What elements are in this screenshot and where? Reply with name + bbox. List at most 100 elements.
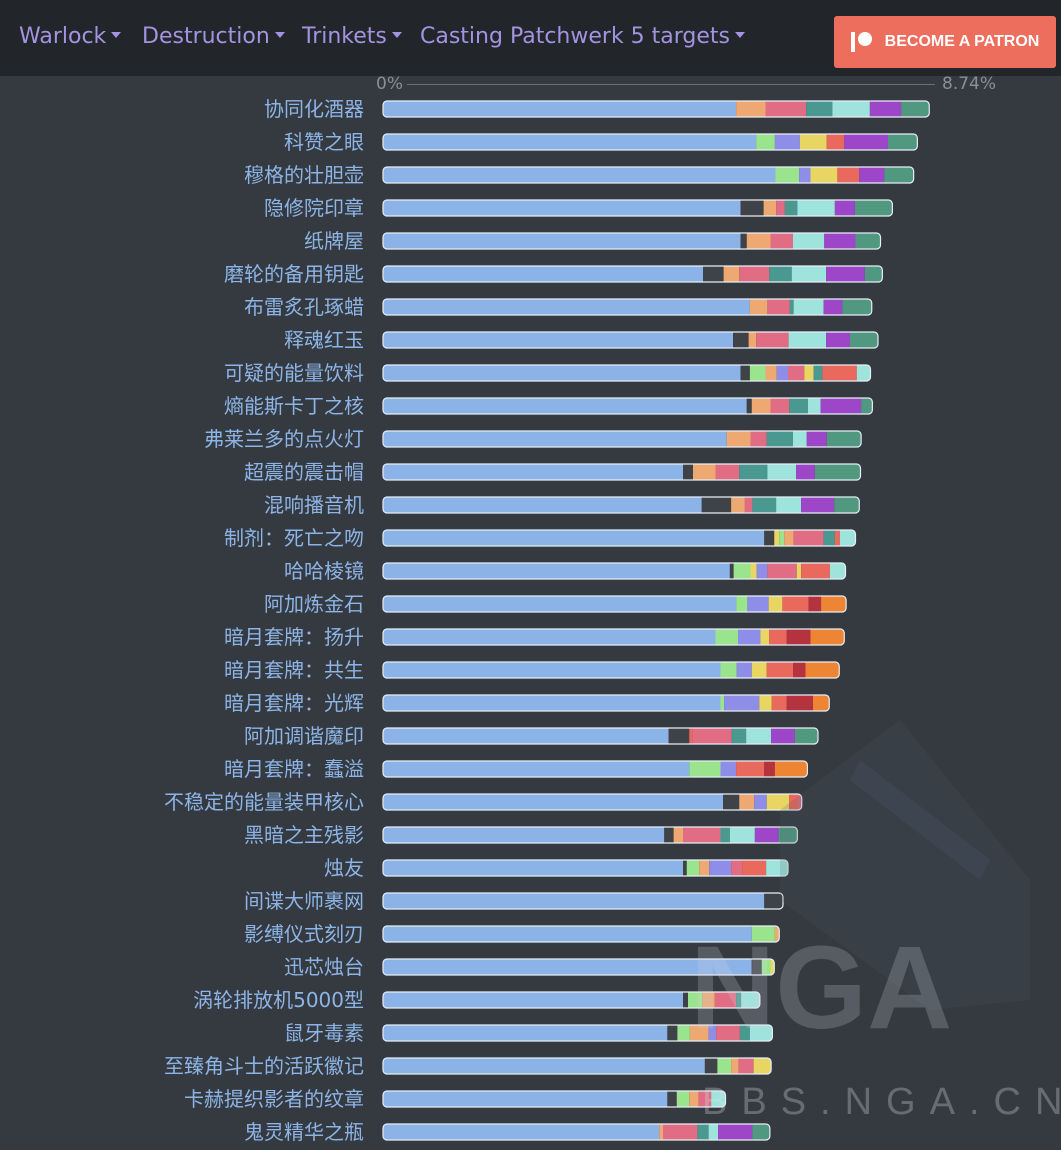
bar-segment-aqua[interactable] — [797, 200, 835, 216]
bar-segment-teal[interactable] — [720, 827, 730, 843]
bar-segment-yellow[interactable] — [760, 629, 770, 645]
bar-segment-green[interactable] — [861, 398, 873, 414]
bar-row[interactable]: 科赞之眼 — [284, 130, 918, 154]
bar-segment-base[interactable] — [383, 563, 730, 579]
bar-segment-teal[interactable] — [789, 299, 794, 315]
bar-segment-lightgreen[interactable] — [761, 959, 771, 975]
bar-segment-pink[interactable] — [744, 497, 753, 513]
bar-segment-lavender[interactable] — [756, 563, 768, 579]
bar-segment-orange[interactable] — [736, 101, 766, 117]
bar-row[interactable]: 隐修院印章 — [264, 196, 893, 220]
spec-dropdown[interactable]: Destruction — [142, 22, 285, 52]
bar-row[interactable]: 熵能斯卡丁之核 — [224, 394, 873, 418]
bar-row[interactable]: 弗莱兰多的点火灯 — [204, 427, 862, 451]
bar-segment-dark[interactable] — [733, 332, 749, 348]
bar-segment-orange[interactable] — [723, 266, 740, 282]
bar-segment-yellow[interactable] — [750, 563, 757, 579]
bar-segment-yellow[interactable] — [810, 167, 838, 183]
bar-segment-coral[interactable] — [769, 629, 787, 645]
bar-segment-base[interactable] — [383, 926, 752, 942]
bar-segment-aqua[interactable] — [741, 992, 760, 1008]
bar-segment-pink[interactable] — [776, 200, 785, 216]
bar-segment-orange[interactable] — [689, 1025, 709, 1041]
bar-segment-purple[interactable] — [796, 464, 815, 480]
bar-segment-dark[interactable] — [746, 398, 752, 414]
bar-segment-orange[interactable] — [731, 497, 745, 513]
bar-segment-base[interactable] — [383, 827, 665, 843]
bar-segment-deeporange[interactable] — [813, 695, 830, 711]
bar-segment-lightgreen[interactable] — [688, 992, 703, 1008]
bar-segment-aqua[interactable] — [856, 365, 871, 381]
bar-segment-dark[interactable] — [751, 959, 762, 975]
bar-segment-purple[interactable] — [801, 497, 835, 513]
bar-segment-yellow[interactable] — [796, 563, 802, 579]
bar-segment-lightgreen[interactable] — [775, 167, 800, 183]
bar-segment-pink[interactable] — [714, 992, 737, 1008]
bar-row[interactable]: 阿加炼金石 — [264, 592, 847, 616]
bar-segment-base[interactable] — [383, 794, 723, 810]
bar-segment-purple[interactable] — [826, 332, 850, 348]
bar-segment-lavender[interactable] — [774, 134, 800, 150]
bar-segment-aqua[interactable] — [766, 860, 788, 876]
bar-segment-coral[interactable] — [736, 761, 765, 777]
bar-segment-purple[interactable] — [806, 431, 827, 447]
bar-row[interactable]: 哈哈棱镜 — [284, 559, 847, 583]
bar-segment-lavender[interactable] — [747, 596, 769, 612]
bar-segment-lightgreen[interactable] — [733, 563, 751, 579]
bar-segment-dark[interactable] — [703, 266, 724, 282]
bar-row[interactable]: 鼠牙毒素 — [284, 1021, 773, 1045]
bar-segment-base[interactable] — [383, 398, 747, 414]
bar-segment-base[interactable] — [383, 530, 765, 546]
bar-segment-green[interactable] — [794, 728, 818, 744]
bar-segment-coral[interactable] — [801, 563, 830, 579]
bar-segment-purple[interactable] — [754, 827, 779, 843]
bar-segment-base[interactable] — [383, 596, 737, 612]
bar-segment-aqua[interactable] — [808, 398, 821, 414]
bar-segment-lightgreen[interactable] — [779, 530, 785, 546]
bar-segment-base[interactable] — [383, 893, 765, 909]
bar-row[interactable]: 间谍大师裹网 — [244, 889, 784, 913]
bar-row[interactable]: 暗月套牌：扬升 — [224, 625, 845, 649]
bar-segment-orange[interactable] — [748, 332, 757, 348]
bar-segment-coral[interactable] — [826, 134, 845, 150]
bar-segment-lavender[interactable] — [709, 860, 732, 876]
bar-segment-green[interactable] — [901, 101, 930, 117]
bar-segment-base[interactable] — [383, 860, 683, 876]
bar-segment-dark[interactable] — [683, 992, 688, 1008]
bar-segment-lightgreen[interactable] — [756, 134, 775, 150]
bar-segment-base[interactable] — [383, 662, 721, 678]
bar-segment-orange[interactable] — [702, 992, 715, 1008]
bar-segment-base[interactable] — [383, 761, 690, 777]
bar-row[interactable]: 超震的震击帽 — [244, 460, 862, 484]
bar-segment-green[interactable] — [778, 827, 798, 843]
bar-segment-orange[interactable] — [689, 1091, 699, 1107]
bar-segment-coral[interactable] — [834, 530, 840, 546]
bar-row[interactable]: 布雷炙孔琢蜡 — [244, 295, 873, 319]
bar-segment-pink[interactable] — [756, 332, 789, 348]
bar-segment-lightgreen[interactable] — [717, 1058, 732, 1074]
bar-segment-orange[interactable] — [763, 200, 777, 216]
bar-segment-teal[interactable] — [752, 497, 777, 513]
bar-segment-teal[interactable] — [731, 728, 747, 744]
bar-segment-pink[interactable] — [793, 530, 824, 546]
bar-segment-base[interactable] — [383, 1124, 660, 1140]
bar-segment-aqua[interactable] — [711, 1091, 726, 1107]
bar-segment-green[interactable] — [826, 431, 862, 447]
bar-segment-coral[interactable] — [837, 167, 860, 183]
bar-segment-base[interactable] — [383, 992, 683, 1008]
bar-row[interactable]: 纸牌屋 — [304, 229, 882, 253]
bar-segment-base[interactable] — [383, 299, 750, 315]
bar-segment-aqua[interactable] — [793, 431, 807, 447]
bar-segment-red[interactable] — [786, 695, 813, 711]
bar-row[interactable]: 制剂：死亡之吻 — [224, 526, 857, 550]
bar-segment-lavender[interactable] — [724, 695, 760, 711]
bar-segment-lightgreen[interactable] — [686, 860, 700, 876]
bar-segment-pink[interactable] — [683, 827, 721, 843]
bar-segment-lightgreen[interactable] — [751, 926, 775, 942]
bar-row[interactable]: 涡轮排放机5000型 — [193, 988, 761, 1012]
bar-segment-teal[interactable] — [739, 1025, 750, 1041]
bar-segment-green[interactable] — [888, 134, 918, 150]
bar-segment-dark[interactable] — [723, 794, 740, 810]
bar-segment-aqua[interactable] — [791, 266, 827, 282]
bar-segment-pink[interactable] — [765, 101, 807, 117]
